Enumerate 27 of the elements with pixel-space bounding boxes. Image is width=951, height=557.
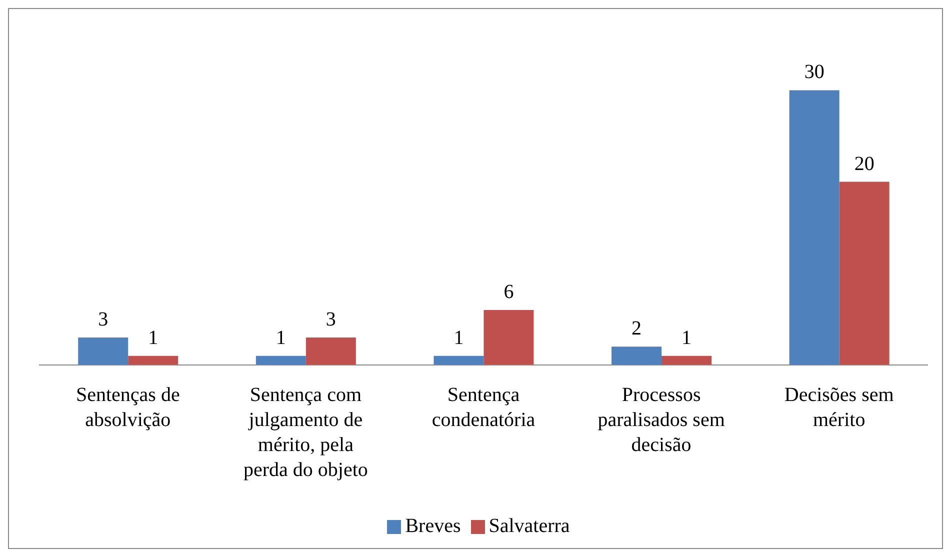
bar xyxy=(128,356,178,365)
data-label: 6 xyxy=(504,281,514,304)
data-label: 30 xyxy=(804,61,824,84)
data-label: 3 xyxy=(326,308,336,331)
bar xyxy=(839,182,890,365)
data-label: 2 xyxy=(632,318,642,340)
data-label: 1 xyxy=(276,326,286,349)
legend-label: Breves xyxy=(405,515,461,537)
bar xyxy=(789,90,840,365)
legend-label: Salvaterra xyxy=(488,515,570,537)
x-tick-label: Sentenças de absolvição xyxy=(76,384,180,431)
bar xyxy=(306,338,356,365)
data-label: 3 xyxy=(98,308,108,331)
bar xyxy=(78,338,128,365)
data-label: 1 xyxy=(682,326,692,349)
bar xyxy=(434,356,484,365)
bar xyxy=(256,356,306,365)
bar xyxy=(612,346,662,365)
data-label: 20 xyxy=(854,152,874,175)
bar xyxy=(484,310,534,365)
x-tick-label: Processos paralisados sem decisão xyxy=(598,384,726,456)
x-tick-label: Decisões sem mérito xyxy=(784,384,894,431)
x-tick-label: Sentença com julgamento de mérito, pela perda do objeto xyxy=(243,384,368,481)
data-label: 1 xyxy=(148,326,158,349)
bar xyxy=(662,356,712,365)
x-tick-label: Sentença condenatória xyxy=(432,384,536,431)
data-label: 1 xyxy=(454,326,464,349)
